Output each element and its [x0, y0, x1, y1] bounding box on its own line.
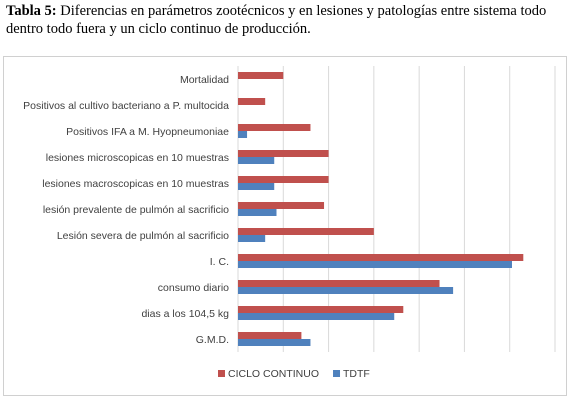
caption-text: Diferencias en parámetros zootécnicos y … — [6, 3, 547, 37]
bar-tdtf — [238, 183, 275, 190]
bars — [238, 72, 524, 346]
legend-swatch-tdtf — [333, 370, 341, 377]
bar-ciclo-continuo — [238, 176, 329, 183]
bar-ciclo-continuo — [238, 332, 302, 339]
bar-tdtf — [238, 261, 512, 268]
category-label: lesión prevalente de pulmón al sacrifici… — [43, 204, 229, 216]
category-label: lesiones microscopicas en 10 muestras — [46, 152, 229, 164]
category-label: Lesión severa de pulmón al sacrificio — [57, 230, 229, 242]
bar-ciclo-continuo — [238, 202, 325, 209]
table-caption: Tabla 5: Diferencias en parámetros zooté… — [6, 2, 566, 38]
legend-swatch-ciclo-continuo — [218, 370, 225, 377]
caption-label: Tabla 5: — [6, 3, 57, 19]
bar-ciclo-continuo — [238, 72, 284, 79]
legend-label-tdtf: TDTF — [343, 368, 370, 380]
bar-tdtf — [238, 209, 277, 216]
bar-tdtf — [238, 157, 275, 164]
bar-tdtf — [238, 313, 395, 320]
category-label: dias a los 104,5 kg — [141, 308, 229, 320]
bar-ciclo-continuo — [238, 150, 329, 157]
bar-ciclo-continuo — [238, 228, 374, 235]
bar-ciclo-continuo — [238, 254, 524, 261]
category-label: Positivos al cultivo bacteriano a P. mul… — [23, 100, 229, 112]
category-label: Mortalidad — [180, 74, 229, 86]
category-label: lesiones macroscopicas en 10 muestras — [42, 178, 229, 190]
category-labels: Mortalidad Positivos al cultivo bacterian… — [23, 74, 229, 346]
category-label: G.M.D. — [196, 334, 229, 346]
category-label: Positivos IFA a M. Hyopneumoniae — [66, 126, 229, 138]
category-label: consumo diario — [158, 282, 229, 294]
bar-ciclo-continuo — [238, 98, 266, 105]
bar-ciclo-continuo — [238, 306, 404, 313]
bar-tdtf — [238, 235, 266, 242]
category-label: I. C. — [210, 256, 229, 268]
bar-tdtf — [238, 131, 248, 138]
legend: CICLO CONTINUO TDTF — [218, 368, 370, 380]
bar-tdtf — [238, 339, 311, 346]
legend-label-ciclo-continuo: CICLO CONTINUO — [228, 368, 319, 380]
bar-ciclo-continuo — [238, 124, 311, 131]
bar-ciclo-continuo — [238, 280, 440, 287]
bar-tdtf — [238, 287, 454, 294]
